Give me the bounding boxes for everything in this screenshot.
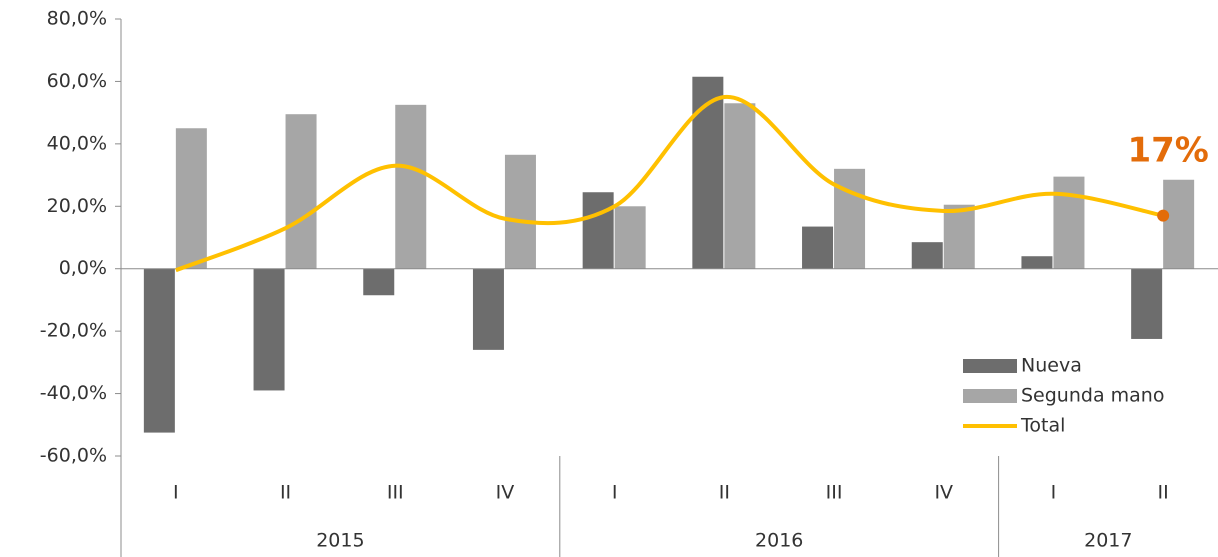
legend-swatch: [963, 389, 1017, 403]
bar: [943, 204, 975, 269]
bar: [143, 268, 175, 433]
bar: [582, 192, 614, 269]
bar: [1053, 176, 1085, 269]
bar: [802, 226, 834, 269]
bar: [285, 114, 317, 269]
bar: [175, 128, 207, 269]
bar: [472, 268, 504, 350]
bar: [1131, 268, 1163, 339]
bar: [1163, 179, 1195, 269]
x-tick-label: IV: [496, 482, 515, 504]
bar: [1021, 256, 1053, 269]
bar: [363, 268, 395, 296]
group-label: 2017: [1084, 530, 1132, 552]
line: [175, 95, 1164, 273]
x-tick-label: I: [1051, 482, 1057, 504]
legend-label: Total: [1020, 415, 1065, 437]
group-label: 2016: [755, 530, 803, 552]
annotation: 17%: [1127, 131, 1208, 171]
bar: [724, 103, 756, 269]
end-marker: [1157, 209, 1170, 222]
x-tick-label: II: [719, 482, 730, 504]
y-tick-label: -20,0%: [40, 320, 107, 342]
x-tick-label: III: [826, 482, 843, 504]
x-tick-label: III: [387, 482, 404, 504]
bar: [911, 242, 943, 269]
legend-swatch: [963, 359, 1017, 373]
y-tick-label: 20,0%: [47, 195, 107, 217]
x-tick-label: I: [612, 482, 618, 504]
bar: [253, 268, 285, 391]
x-tick-label: IV: [934, 482, 953, 504]
y-tick-label: 60,0%: [47, 70, 107, 92]
bar: [692, 76, 724, 269]
legend-label: Segunda mano: [1021, 385, 1164, 407]
x-tick-label: I: [173, 482, 179, 504]
x-tick-label: II: [280, 482, 291, 504]
y-tick-label: 80,0%: [47, 8, 107, 30]
group-label: 2015: [316, 530, 364, 552]
y-tick-label: -40,0%: [40, 382, 107, 404]
bar: [834, 168, 866, 269]
y-tick-label: 40,0%: [47, 132, 107, 154]
y-tick-label: -60,0%: [40, 445, 107, 467]
x-tick-label: II: [1158, 482, 1169, 504]
y-tick-label: 0,0%: [59, 257, 107, 279]
bar: [504, 154, 536, 269]
bar: [395, 104, 427, 269]
bar: [614, 206, 646, 269]
legend-label: Nueva: [1021, 355, 1082, 377]
